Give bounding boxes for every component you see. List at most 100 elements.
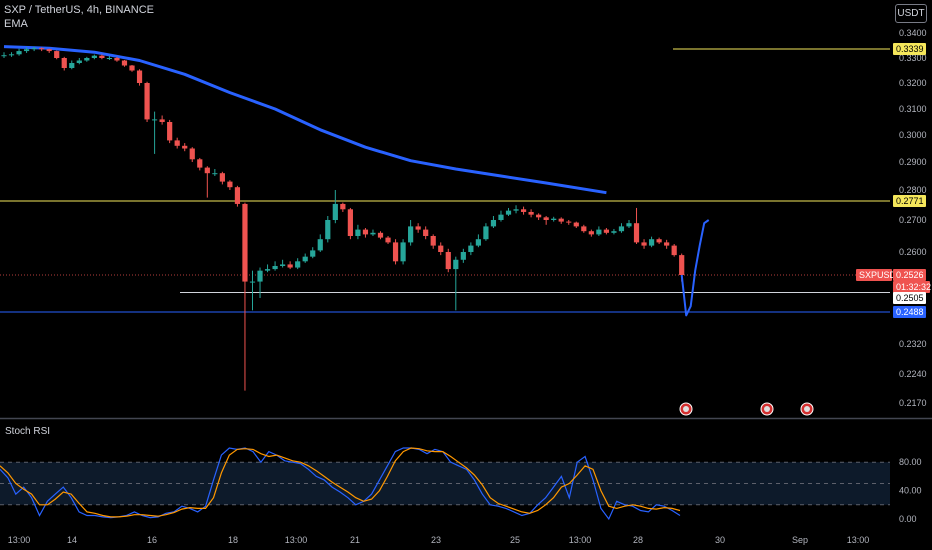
candle-body — [460, 252, 466, 260]
candle-body — [114, 58, 120, 61]
time-tick-label: Sep — [792, 535, 808, 545]
candle-body — [543, 217, 549, 220]
candle-body — [144, 83, 150, 120]
rsi-band — [0, 462, 890, 505]
candle-body — [671, 245, 677, 256]
candle-body — [76, 60, 82, 63]
candle-body — [167, 122, 173, 141]
candle-body — [377, 232, 384, 238]
candle-body — [272, 265, 278, 270]
time-tick-label: 13:00 — [8, 535, 31, 545]
price-tick-label: 0.3200 — [899, 78, 927, 88]
ema-path — [3, 45, 607, 195]
candle-body — [453, 259, 459, 270]
candle-body — [340, 203, 346, 210]
candle-body — [596, 229, 602, 235]
price-tag — [856, 269, 892, 281]
price-tick-label: 0.3300 — [899, 53, 927, 63]
candle-body — [438, 245, 444, 252]
candle-body — [641, 242, 647, 246]
price-tag-text: 01:32:32 — [896, 282, 931, 292]
candle-body — [679, 255, 685, 275]
price-tag — [893, 281, 930, 293]
price-tag — [893, 292, 926, 304]
candle-body — [23, 49, 30, 52]
candle-body — [69, 63, 75, 68]
time-tick-label: 14 — [67, 535, 77, 545]
candle-body — [633, 223, 640, 243]
candle-body — [392, 242, 399, 262]
candle-body — [475, 239, 481, 246]
price-tick-label: 0.2320 — [899, 339, 927, 349]
candle-body — [106, 58, 113, 59]
candle-body — [212, 173, 218, 175]
candle-body — [370, 232, 376, 235]
candle-body — [302, 256, 308, 262]
candle-body — [295, 261, 301, 268]
price-tick-label: 0.2600 — [899, 247, 927, 257]
rsi-tick-label: 0.00 — [899, 514, 917, 524]
candles — [1, 46, 685, 391]
price-tick-label: 0.3100 — [899, 104, 927, 114]
candle-body — [136, 70, 143, 83]
candle-body — [317, 239, 323, 251]
candle-body — [159, 119, 165, 122]
projection-line — [680, 219, 710, 317]
candle-body — [182, 145, 188, 149]
candle-body — [611, 231, 617, 233]
candle-body — [1, 55, 7, 57]
price-tag-text: 0.2771 — [896, 196, 924, 206]
candle-body — [664, 242, 670, 246]
candle-body — [280, 264, 286, 266]
candle-body — [31, 48, 37, 50]
candle-body — [445, 252, 451, 270]
price-tag — [893, 195, 926, 207]
candle-body — [573, 222, 579, 227]
event-icon-center — [683, 406, 689, 412]
candle-body — [219, 173, 225, 182]
time-tick-label: 21 — [350, 535, 360, 545]
price-axis[interactable]: 0.3400 0.3300 0.3200 0.3100 0.3000 0.2900 0.28… — [0, 28, 932, 420]
price-tick-label: 0.2900 — [899, 157, 927, 167]
candle-body — [264, 269, 271, 271]
candle-body — [242, 203, 248, 282]
time-tick-label: 13:00 — [847, 535, 870, 545]
event-markers[interactable] — [679, 402, 814, 416]
candle-body — [249, 281, 256, 283]
candle-body — [498, 214, 504, 220]
symbol-title[interactable]: SXP / TetherUS, 4h, BINANCE — [4, 4, 154, 16]
event-icon-center — [764, 406, 770, 412]
price-tag — [893, 306, 926, 318]
time-tick-label: 28 — [633, 535, 643, 545]
price-tag-text: 0.3339 — [896, 44, 924, 54]
time-axis[interactable]: 13:00 14 16 18 13:00 21 23 25 13:00 28 30 Sep 13:00 — [8, 535, 870, 545]
candle-body — [618, 226, 625, 232]
candle-body — [325, 220, 331, 240]
stoch-rsi-label[interactable]: Stoch RSI — [5, 426, 51, 437]
ema-line — [3, 45, 607, 195]
candle-body — [408, 226, 414, 243]
time-tick-label: 23 — [431, 535, 441, 545]
event-icon-center — [804, 406, 810, 412]
candle-body — [204, 167, 210, 174]
candle-body — [581, 226, 587, 232]
candle-body — [362, 229, 369, 235]
candle-body — [415, 226, 421, 230]
candle-body — [84, 58, 90, 61]
candle-body — [566, 221, 572, 223]
candle-body — [355, 229, 361, 236]
candle-body — [656, 239, 662, 243]
candle-body — [99, 55, 105, 58]
candle-body — [347, 209, 353, 236]
horizontal-levels[interactable] — [0, 48, 890, 313]
candle-body — [8, 54, 15, 56]
currency-button[interactable]: USDT — [895, 4, 927, 23]
candle-body — [551, 218, 557, 220]
ema-indicator-label[interactable]: EMA — [4, 18, 28, 30]
rsi-tick-label: 80.00 — [899, 457, 922, 467]
candle-body — [400, 242, 406, 262]
candle-body — [197, 159, 203, 168]
candle-body — [287, 264, 293, 268]
rsi-tick-label: 40.00 — [899, 486, 922, 496]
